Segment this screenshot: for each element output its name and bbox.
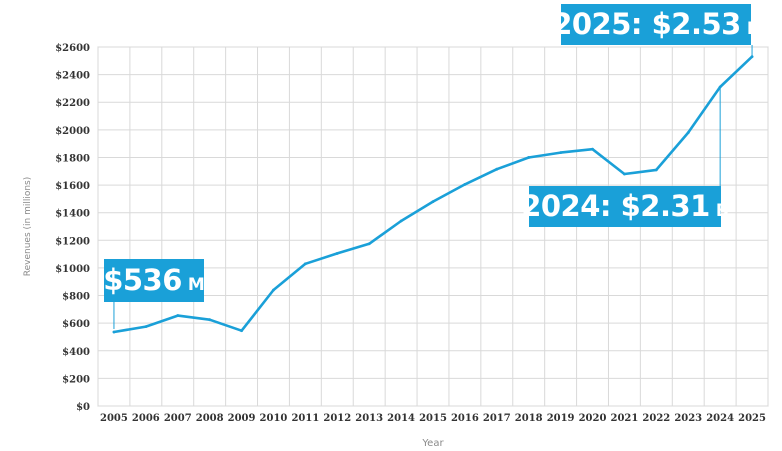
data-point: [176, 314, 180, 317]
data-point: [144, 325, 148, 329]
y-tick-label: $2600: [55, 43, 90, 54]
x-tick-label: 2021: [611, 413, 639, 424]
data-point: [495, 167, 499, 171]
x-tick-label: 2020: [579, 413, 607, 424]
x-tick-label: 2019: [547, 413, 575, 424]
data-point: [303, 262, 307, 266]
y-tick-label: $2400: [55, 71, 90, 82]
y-tick-label: $400: [62, 347, 90, 358]
data-point: [367, 242, 371, 246]
callout-2005: $536 M: [103, 259, 205, 302]
callout-2024-unit: B: [715, 201, 729, 221]
data-point: [654, 168, 658, 172]
x-tick-label: 2015: [419, 413, 447, 424]
x-tick-label: 2008: [196, 413, 224, 424]
y-tick-label: $1200: [55, 236, 90, 247]
y-tick-label: $1000: [55, 264, 90, 275]
x-tick-label: 2024: [706, 413, 734, 424]
x-tick-label: 2006: [132, 413, 160, 424]
y-tick-label: $2200: [55, 98, 90, 109]
x-tick-label: 2022: [642, 413, 670, 424]
y-axis-title: Revenues (in millions): [23, 177, 33, 277]
data-point: [686, 131, 690, 135]
data-point: [335, 252, 339, 255]
x-tick-label: 2010: [260, 413, 288, 424]
x-tick-label: 2007: [164, 413, 192, 424]
data-point: [559, 151, 563, 155]
y-tick-label: $800: [62, 292, 90, 303]
x-tick-label: 2011: [291, 413, 319, 424]
data-point: [463, 182, 467, 186]
y-tick-label: $2000: [55, 126, 90, 137]
x-tick-label: 2014: [387, 413, 415, 424]
x-tick-label: 2013: [355, 413, 383, 424]
x-tick-label: 2018: [515, 413, 543, 424]
data-point: [112, 330, 116, 334]
callout-2005-value: $536: [103, 263, 182, 297]
x-tick-label: 2016: [451, 413, 479, 424]
y-tick-label: $0: [76, 402, 90, 413]
y-tick-label: $200: [62, 374, 90, 385]
callout-2024: 2024: $2.31 B: [521, 186, 729, 227]
y-tick-label: $1400: [55, 209, 90, 220]
data-point: [527, 156, 531, 159]
y-tick-label: $1800: [55, 153, 90, 164]
x-tick-label: 2023: [674, 413, 702, 424]
data-point: [431, 200, 435, 204]
x-tick-label: 2009: [228, 413, 256, 424]
data-point: [208, 318, 212, 322]
data-point: [240, 329, 243, 333]
x-tick-label: 2025: [738, 413, 766, 424]
data-point: [272, 288, 275, 292]
callout-2024-value: 2024: $2.31: [521, 189, 710, 223]
callout-2025-unit: B: [746, 19, 760, 39]
data-point: [623, 172, 626, 176]
x-tick-label: 2012: [323, 413, 351, 424]
y-tick-label: $600: [62, 319, 90, 330]
y-tick-label: $1600: [55, 181, 90, 192]
x-tick-label: 2005: [100, 413, 128, 424]
callout-2025: 2025: $2.53 B: [552, 4, 760, 45]
callout-2005-unit: M: [187, 275, 205, 295]
callout-2025-value: 2025: $2.53: [552, 7, 741, 41]
x-tick-label: 2017: [483, 413, 511, 424]
x-axis-title: Year: [421, 438, 444, 449]
data-point: [399, 219, 403, 223]
data-point: [591, 147, 594, 151]
